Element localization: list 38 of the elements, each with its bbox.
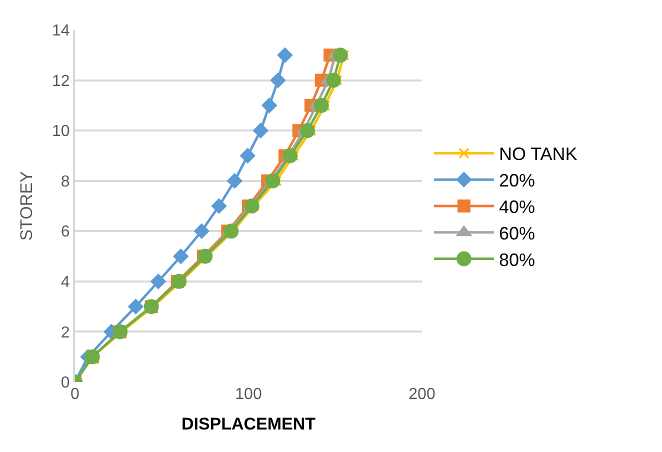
point: [332, 48, 348, 63]
point: [270, 72, 286, 88]
point: [194, 224, 210, 239]
y-tick-label: 14: [52, 22, 70, 40]
point: [224, 224, 239, 239]
legend-label: 40%: [498, 197, 535, 218]
point: [244, 198, 260, 214]
y-tick-label: 8: [60, 173, 70, 190]
point: [326, 72, 342, 88]
point: [173, 248, 188, 264]
point: [212, 198, 227, 214]
y-tick-label: 2: [60, 324, 70, 342]
point: [277, 48, 292, 63]
point: [314, 98, 329, 113]
legend-label: 20%: [498, 170, 535, 191]
point: [198, 248, 213, 264]
x-tick-label: 200: [408, 386, 436, 403]
point: [172, 274, 187, 289]
y-tick-label: 0: [60, 374, 70, 392]
point: [265, 173, 280, 188]
y-tick-label: 12: [52, 72, 70, 90]
point: [150, 274, 166, 289]
x-axis-title: DISPLACEMENT: [181, 414, 316, 434]
point: [282, 148, 298, 164]
point: [240, 148, 256, 164]
y-tick-label: 4: [60, 274, 70, 292]
y-tick-label: 10: [52, 123, 70, 140]
point: [300, 123, 315, 138]
legend-label: 60%: [498, 223, 535, 244]
legend-label: NO TANK: [498, 144, 578, 164]
x-tick-label: 100: [235, 386, 262, 403]
point: [262, 98, 277, 113]
y-tick-label: 6: [60, 224, 70, 241]
point: [253, 123, 268, 138]
point: [227, 173, 242, 188]
point: [128, 299, 144, 314]
legend-label: 80%: [498, 250, 535, 270]
y-axis-title: STOREY: [17, 171, 36, 241]
